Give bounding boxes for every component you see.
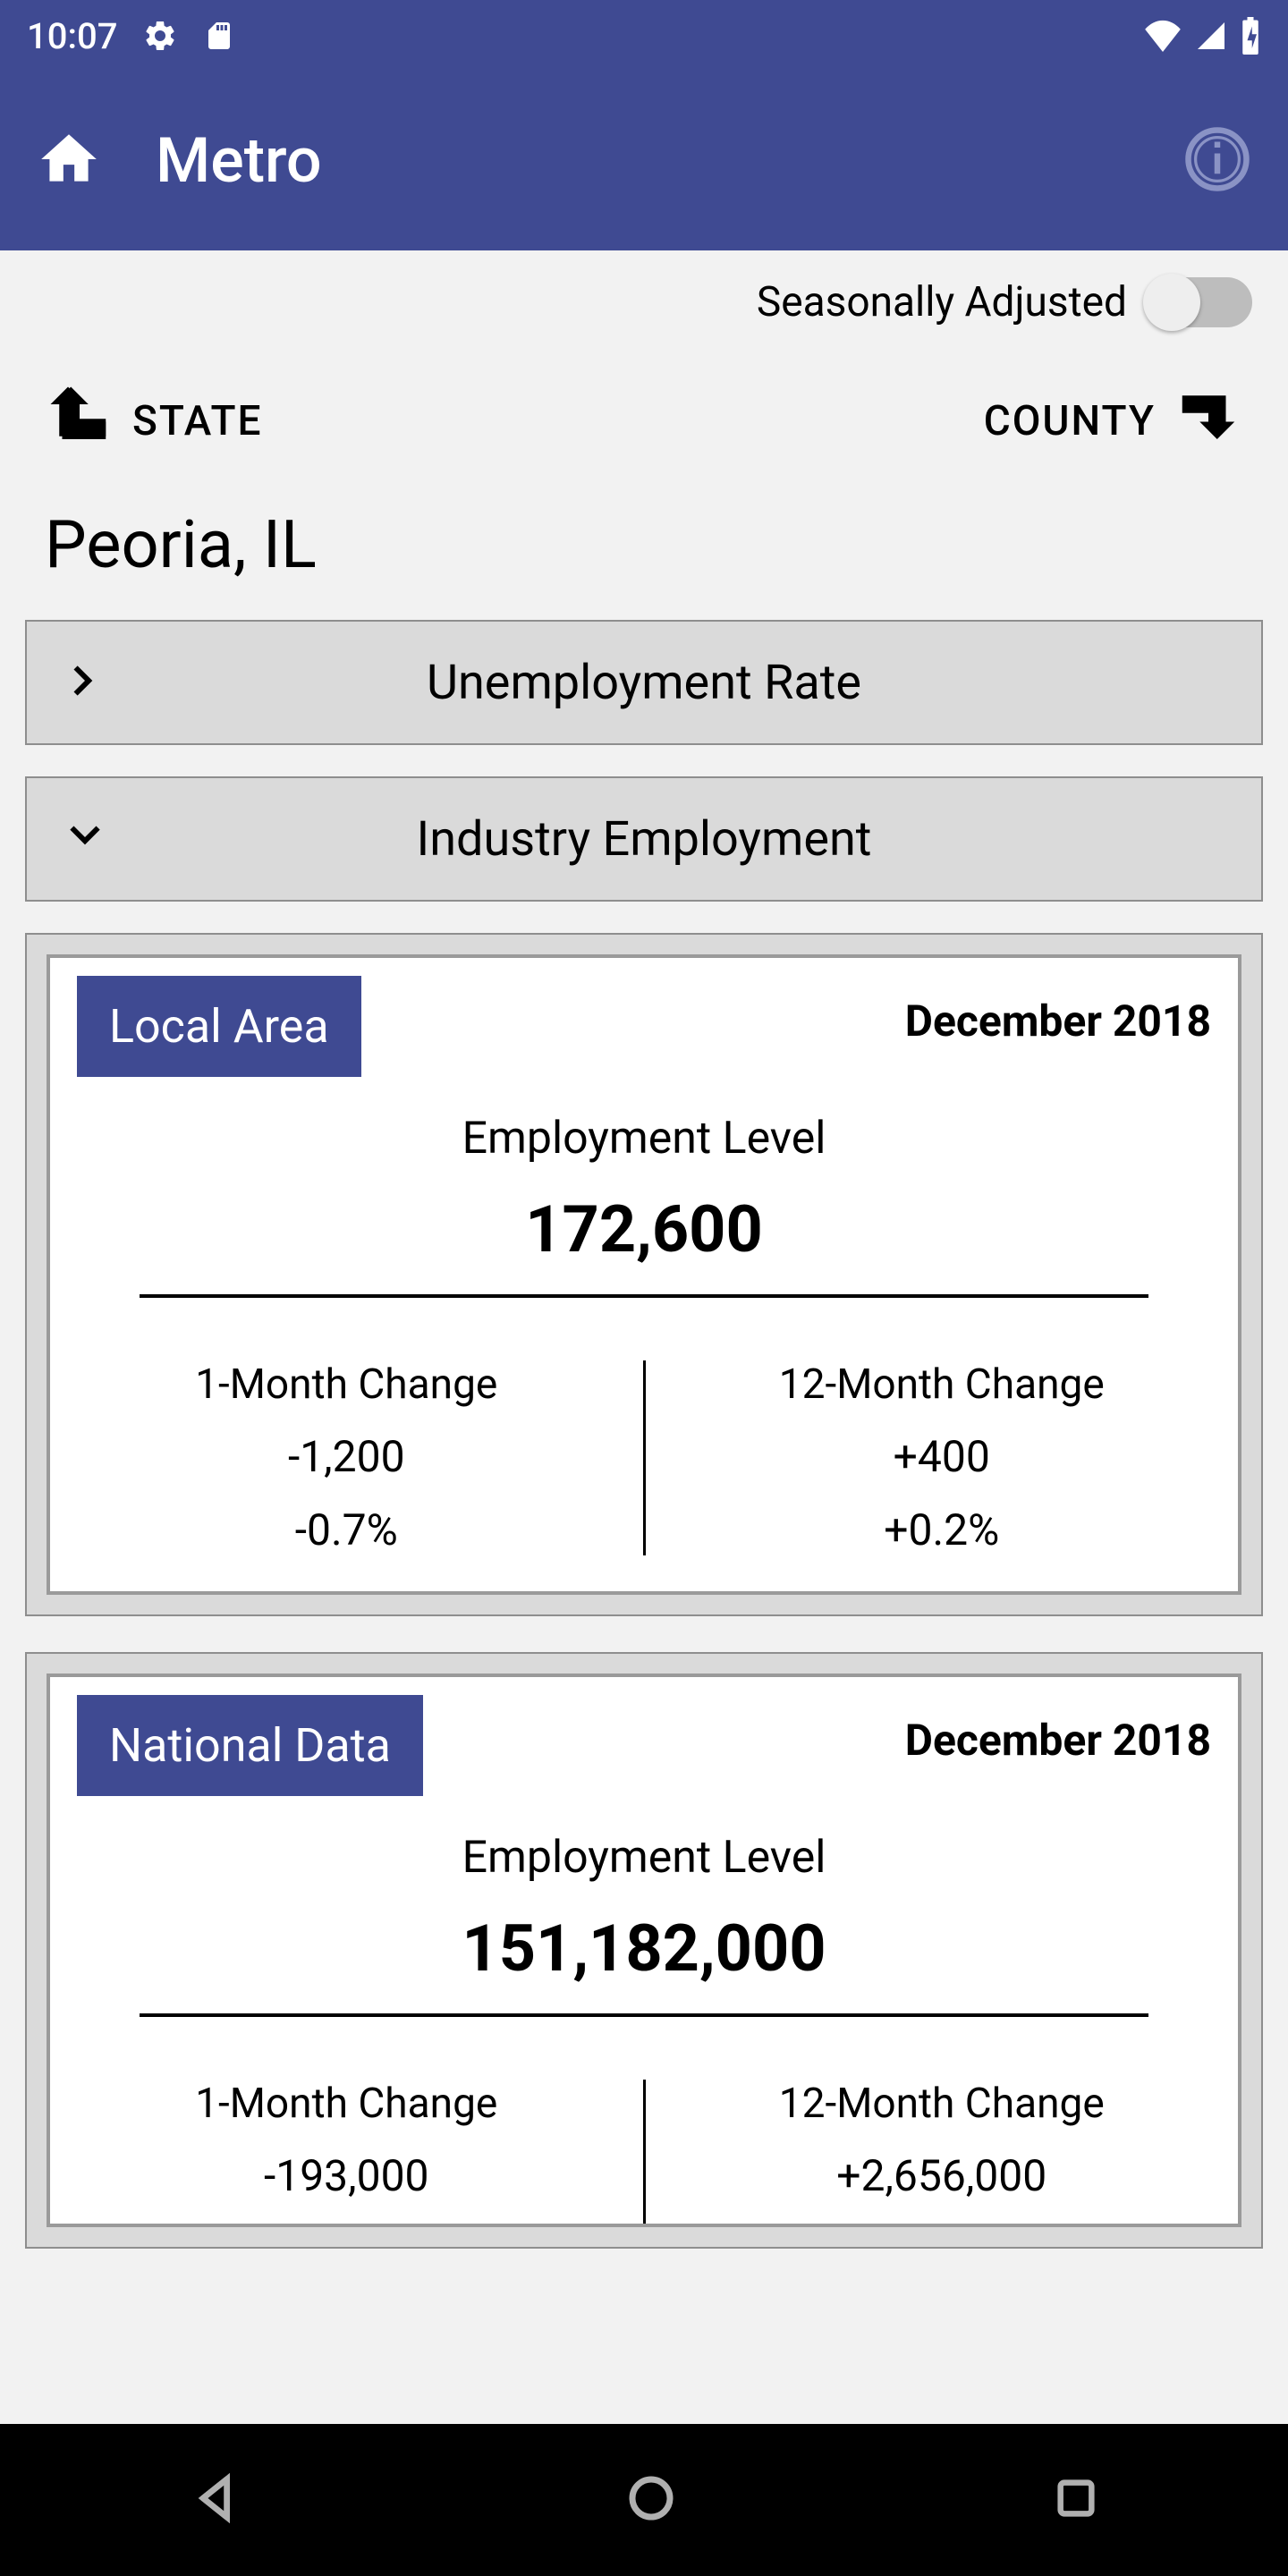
home-button[interactable]: [626, 2473, 676, 2527]
app-title: Metro: [156, 124, 322, 198]
cell-signal-icon: [1195, 20, 1227, 52]
nav-up-label: STATE: [132, 397, 262, 445]
seasonally-adjusted-label: Seasonally Adjusted: [757, 278, 1127, 326]
local-12m-abs: +400: [646, 1431, 1239, 1482]
section-industry-employment[interactable]: Industry Employment: [25, 776, 1263, 902]
arrow-up-left-icon: [45, 381, 114, 462]
national-12m-abs: +2,656,000: [646, 2150, 1239, 2201]
back-button[interactable]: [189, 2470, 250, 2530]
battery-charging-icon: [1240, 17, 1261, 55]
local-date: December 2018: [905, 976, 1211, 1046]
nav-down-label: COUNTY: [984, 397, 1156, 445]
national-1m-label: 1-Month Change: [50, 2080, 643, 2128]
wifi-icon: [1143, 20, 1182, 52]
card-local-area: Local Area December 2018 Employment Leve…: [25, 933, 1263, 1616]
local-metric-value: 172,600: [50, 1191, 1238, 1267]
divider: [140, 1294, 1148, 1298]
local-12m-label: 12-Month Change: [646, 1360, 1239, 1409]
national-12m-label: 12-Month Change: [646, 2080, 1239, 2128]
divider: [140, 2013, 1148, 2017]
recents-button[interactable]: [1053, 2475, 1099, 2525]
local-metric-label: Employment Level: [50, 1113, 1238, 1165]
status-bar: 10:07: [0, 0, 1288, 72]
info-icon[interactable]: [1182, 124, 1252, 198]
geo-nav-row: STATE COUNTY: [0, 345, 1288, 488]
system-nav-bar: [0, 2424, 1288, 2576]
local-1m-label: 1-Month Change: [50, 1360, 643, 1409]
app-bar: Metro: [0, 72, 1288, 250]
chevron-down-icon: [63, 815, 107, 863]
local-12m-pct: +0.2%: [646, 1504, 1239, 1555]
location-title: Peoria, IL: [0, 488, 1288, 620]
local-1m-abs: -1,200: [50, 1431, 643, 1482]
section-industry-label: Industry Employment: [417, 811, 872, 868]
status-time: 10:07: [27, 15, 117, 57]
home-icon[interactable]: [36, 126, 102, 196]
sd-card-icon: [203, 18, 235, 54]
national-12m-change: 12-Month Change +2,656,000: [646, 2080, 1239, 2224]
national-1m-change: 1-Month Change -193,000: [50, 2080, 643, 2224]
local-badge: Local Area: [77, 976, 361, 1077]
national-badge: National Data: [77, 1695, 423, 1796]
section-unemployment-rate[interactable]: Unemployment Rate: [25, 620, 1263, 745]
gear-icon: [142, 18, 178, 54]
nav-up-state[interactable]: STATE: [45, 381, 262, 462]
national-date: December 2018: [905, 1695, 1211, 1766]
arrow-down-right-icon: [1174, 381, 1243, 462]
section-unemployment-label: Unemployment Rate: [427, 655, 861, 711]
national-metric-value: 151,182,000: [50, 1911, 1238, 1987]
nav-down-county[interactable]: COUNTY: [984, 381, 1243, 462]
national-1m-abs: -193,000: [50, 2150, 643, 2201]
national-metric-label: Employment Level: [50, 1832, 1238, 1884]
local-1m-change: 1-Month Change -1,200 -0.7%: [50, 1360, 643, 1555]
chevron-right-icon: [63, 658, 107, 707]
local-1m-pct: -0.7%: [50, 1504, 643, 1555]
local-12m-change: 12-Month Change +400 +0.2%: [646, 1360, 1239, 1555]
seasonally-adjusted-row: Seasonally Adjusted: [0, 250, 1288, 345]
card-national-data: National Data December 2018 Employment L…: [25, 1652, 1263, 2249]
seasonally-adjusted-toggle[interactable]: [1145, 277, 1252, 327]
